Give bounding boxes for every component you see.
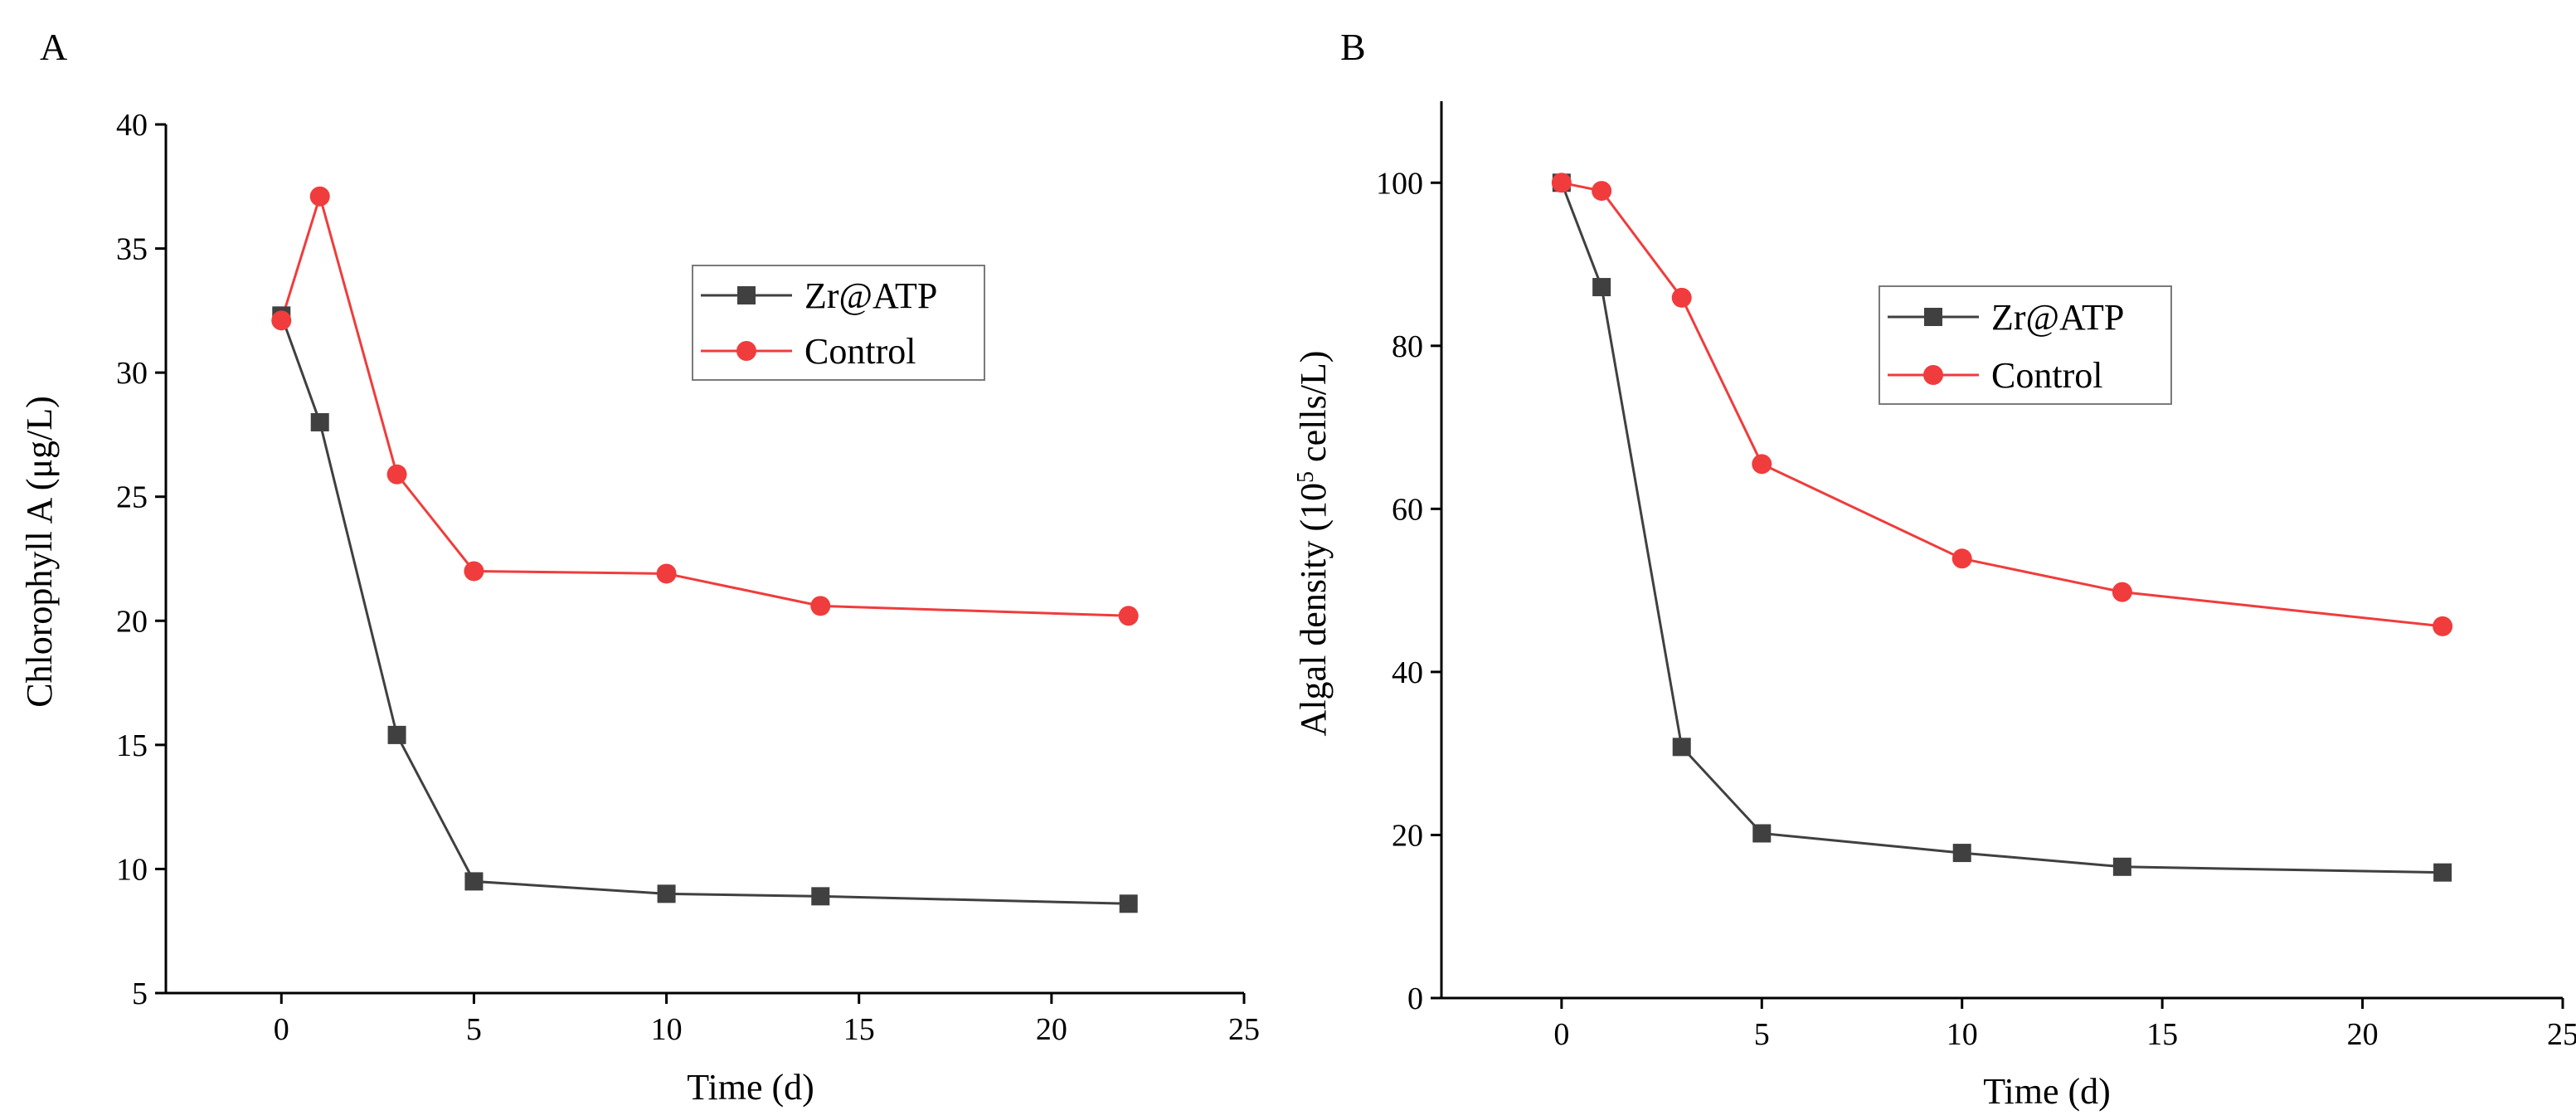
panel-b-x-tick-label: 10 [1947,1017,1978,1052]
panel-a-legend-marker-zratp [737,286,756,304]
panel-b-legend-label-control: Control [1991,355,2102,396]
panel-b-x-tick-label: 0 [1553,1017,1569,1052]
panel-a-y-tick-label: 5 [132,976,148,1011]
panel-a-line-zratp [279,314,1129,905]
panel-a-y-ticks: 5 10 15 20 25 30 35 40 [116,108,166,1011]
panel-a-x-tick-label: 25 [1228,1012,1260,1047]
panel-a-series-layer [271,186,1139,913]
panel-b-point-control [2112,582,2132,602]
panel-b-x-tick-label: 5 [1754,1017,1770,1052]
panel-b-x-tick-label: 25 [2547,1017,2576,1052]
panel-b-y-tick-label: 60 [1392,492,1423,527]
panel-b-x-ticks: 0 5 10 15 20 25 [1553,998,2576,1052]
panel-a-point-zratp [310,412,329,431]
panel-a-legend-label-zratp: Zr@ATP [804,275,937,316]
panel-a-x-tick-label: 0 [274,1012,289,1047]
panel-b-x-tick-label: 20 [2347,1017,2379,1052]
panel-b-point-control [1671,287,1692,308]
panel-b-series-layer [1551,173,2453,882]
panel-b-label: B [1340,26,1366,68]
panel-a-x-ticks: 0 5 10 15 20 25 [274,993,1260,1047]
panel-b-point-zratp [1752,824,1772,843]
panel-a-y-tick-label: 10 [116,852,148,887]
panel-a-point-control [271,310,292,331]
panel-b-legend: Zr@ATP Control [1879,285,2172,405]
panel-a: A 5 10 15 20 25 30 35 40 0 5 10 15 20 25 Time (d) Ch… [19,26,1260,1108]
panel-a-point-zratp [387,725,406,744]
panel-b-point-control [1551,173,1572,193]
panel-b-x-axis-label: Time (d) [1983,1071,2111,1112]
panel-a-y-tick-label: 25 [116,480,148,515]
panel-b-legend-box [1879,285,2172,405]
panel-a-label: A [40,26,67,68]
panel-b-point-zratp [1592,278,1611,297]
panel-a-y-tick-label: 15 [116,728,148,763]
panel-b: B 0 20 40 60 80 100 0 5 10 15 20 25 Time (d) Algal… [1293,26,2576,1112]
panel-b-legend-marker-control [1923,365,1943,385]
panel-a-y-tick-label: 20 [116,604,148,639]
panel-a-x-axis-label: Time (d) [687,1067,814,1108]
panel-b-y-tick-label: 80 [1392,329,1423,364]
panel-b-point-control [1951,548,1972,569]
panel-b-y-ticks: 0 20 40 60 80 100 [1376,166,1441,1016]
panel-b-y-tick-label: 0 [1407,981,1423,1016]
panel-b-point-control [1752,454,1772,475]
panel-b-point-control [2433,616,2453,636]
panel-a-legend: Zr@ATP Control [692,265,985,381]
panel-b-y-tick-label: 20 [1392,818,1423,853]
panel-b-y-tick-label: 100 [1376,166,1423,201]
panel-a-y-tick-label: 40 [116,108,148,143]
panel-a-point-control [464,561,484,582]
panel-a-point-zratp [464,872,484,891]
panel-a-point-zratp [1119,894,1138,913]
panel-a-x-tick-label: 20 [1036,1012,1067,1047]
panel-b-legend-label-zratp: Zr@ATP [1991,297,2124,338]
panel-a-point-control [656,563,677,584]
panel-b-x-tick-label: 15 [2146,1017,2178,1052]
panel-a-point-control [386,464,407,485]
panel-a-legend-marker-control [736,341,756,361]
panel-b-y-axis-label-exponent: 5 [1293,471,1319,483]
panel-a-x-tick-label: 10 [651,1012,683,1047]
panel-a-y-axis-label: Chlorophyll A (μg/L) [19,396,60,708]
panel-b-y-axis-label-main: Algal density (10 [1293,483,1334,737]
panel-a-point-control [309,186,330,207]
panel-a-y-tick-label: 30 [116,356,148,391]
panel-a-x-tick-label: 5 [466,1012,482,1047]
panel-a-point-zratp [811,887,830,906]
panel-a-point-control [810,596,831,616]
panel-b-point-zratp [2433,863,2452,882]
panel-a-point-zratp [657,884,676,903]
panel-b-y-axis-label: Algal density (105 cells/L) [1293,351,1334,737]
panel-a-x-tick-label: 15 [843,1012,875,1047]
panel-b-legend-marker-zratp [1924,308,1942,326]
panel-a-y-tick-label: 35 [116,232,148,267]
panel-b-y-axis-label-tail: cells/L) [1293,351,1334,471]
panel-b-y-tick-label: 40 [1392,655,1423,690]
panel-a-line-control [279,192,1129,617]
panel-b-point-control [1592,181,1612,202]
panel-b-point-zratp [2112,857,2131,876]
panel-a-legend-box [692,265,985,381]
panel-a-point-control [1118,606,1139,626]
panel-a-legend-label-control: Control [804,331,916,372]
panel-b-point-zratp [1672,738,1691,757]
panel-b-point-zratp [1952,844,1971,863]
